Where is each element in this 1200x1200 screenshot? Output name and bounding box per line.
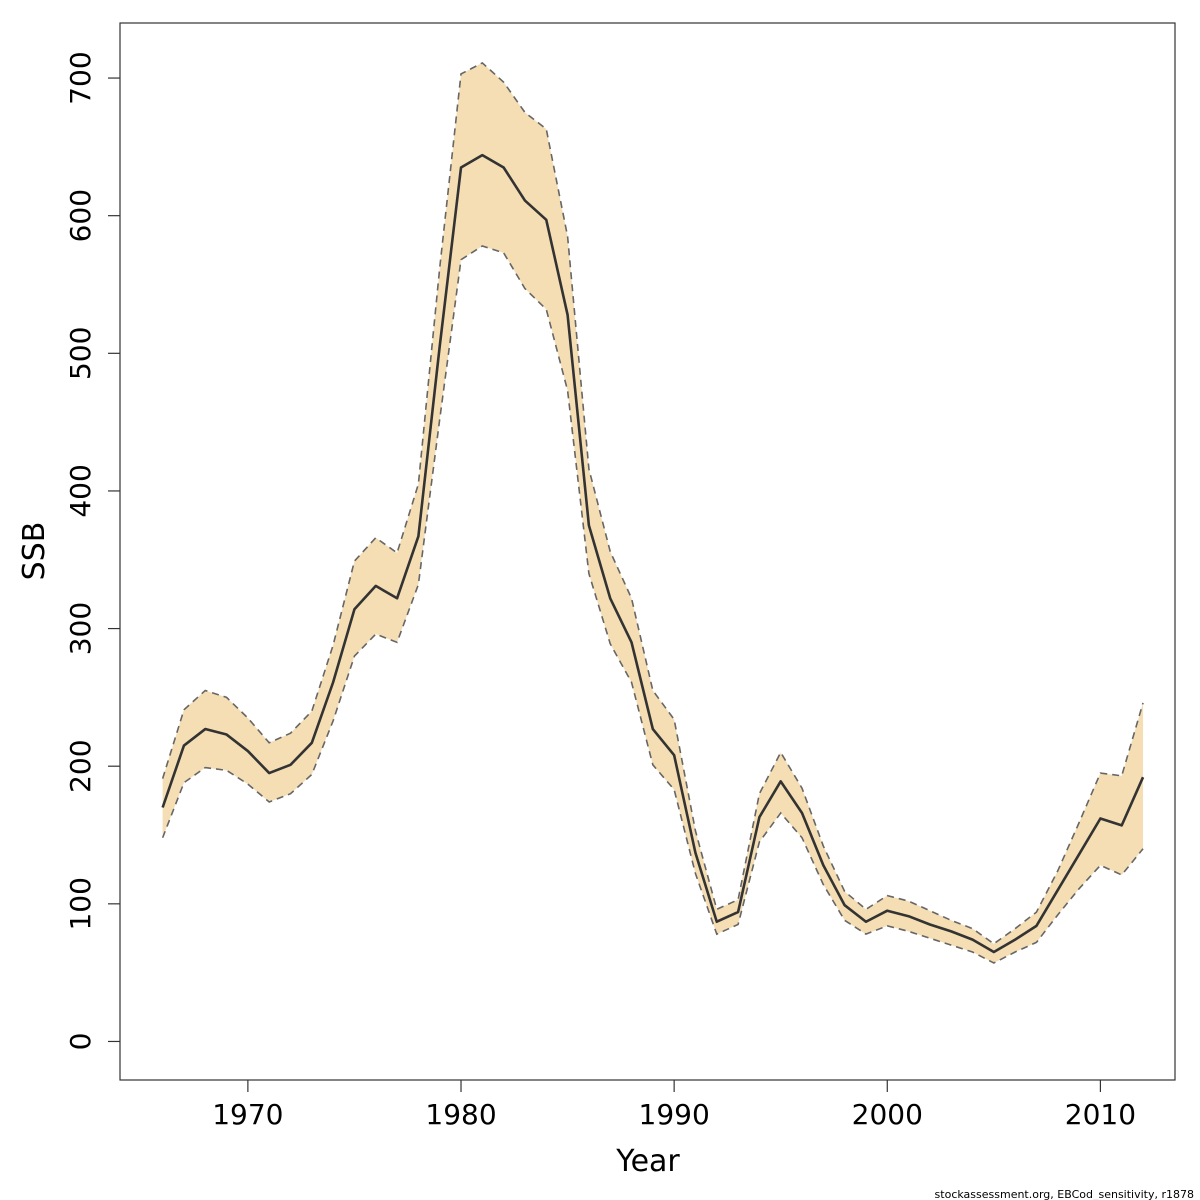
x-axis: 1970 1980 1990 2000 2010	[212, 1080, 1136, 1131]
confidence-band	[162, 62, 1144, 964]
y-axis: 0 100 200 300 400 500 600 700	[64, 51, 120, 1050]
ssb-line	[161, 153, 1145, 954]
x-tick-label: 2010	[1065, 1098, 1136, 1131]
x-tick-label: 1990	[639, 1098, 710, 1131]
upper-bound-line	[161, 61, 1144, 945]
y-axis-title: SSB	[17, 522, 52, 581]
x-tick-label: 1970	[212, 1098, 283, 1131]
y-tick-label: 0	[64, 1033, 97, 1051]
y-tick-label: 400	[64, 464, 97, 517]
x-tick-label: 1980	[425, 1098, 496, 1131]
y-tick-label: 300	[64, 602, 97, 655]
footnote: stockassessment.org, EBCod_sensitivity, …	[935, 1188, 1194, 1200]
x-tick-label: 2000	[852, 1098, 923, 1131]
y-tick-label: 100	[64, 877, 97, 930]
y-tick-label: 700	[64, 51, 97, 104]
y-tick-label: 200	[64, 739, 97, 792]
plot-frame	[119, 22, 1176, 1081]
lower-bound-line	[161, 245, 1144, 964]
x-axis-title: Year	[615, 1144, 680, 1179]
plot-area	[161, 61, 1145, 964]
y-tick-label: 600	[64, 189, 97, 242]
y-tick-label: 500	[64, 327, 97, 380]
